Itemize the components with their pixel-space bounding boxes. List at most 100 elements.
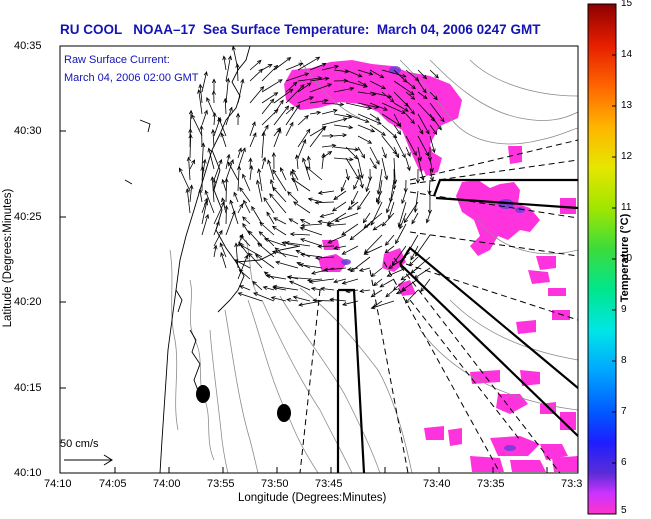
current-vector-head [211,78,217,84]
current-vector-head [432,130,438,136]
current-vector [191,114,203,137]
current-vector-head [273,108,279,114]
current-vector-head [317,244,322,249]
current-vector [391,245,407,266]
current-vector-head [323,98,329,103]
current-vector-head [288,88,294,93]
current-vector [237,79,244,104]
current-vector [350,223,371,241]
current-vector [395,223,407,244]
current-vector [360,289,371,292]
current-vector-head [185,188,190,193]
current-vector [264,238,287,247]
current-vector [370,201,383,226]
x-tick-label: 73:3 [561,478,583,490]
current-vector [318,221,335,225]
current-vector [275,247,287,258]
current-vector-head [310,286,316,291]
current-vector-head [206,96,211,102]
current-vector-head [289,106,295,111]
current-vector [305,166,323,181]
current-vector-head [384,175,389,181]
current-vector [225,205,227,225]
current-vector-head [189,184,194,190]
current-vector-head [379,74,385,79]
current-vector-head [265,274,271,279]
current-vector-head [375,116,381,121]
current-vector-head [320,286,325,291]
current-vector-head [259,221,265,227]
current-vector [273,127,281,137]
current-vector [405,135,417,156]
current-vector [309,278,335,283]
current-vector [299,264,323,269]
current-vector [333,146,359,151]
current-vector-head [431,148,436,154]
current-vector-head [354,147,360,152]
current-vector-head [249,165,254,170]
current-vector-head [198,188,203,194]
current-vector-head [406,166,411,172]
current-vector [420,278,431,292]
current-vector [382,212,395,227]
bathymetry-contours [169,59,578,473]
current-vector [321,102,344,105]
current-vector [267,160,275,181]
current-vector-head [422,74,428,80]
current-vector [222,179,227,192]
current-vector [414,190,419,213]
y-tick-label: 40:20 [14,296,42,308]
current-vector [417,157,424,181]
current-vector-head [321,126,327,131]
y-axis-label: Latitude (Degrees:Minutes) [2,188,14,328]
current-vector-head [298,302,303,307]
current-vector [381,124,397,139]
current-vector-head [288,218,294,223]
current-vector [393,113,402,127]
current-vector [298,300,323,306]
current-vector [393,157,396,184]
current-vector-head [203,109,208,115]
current-vector-head [316,110,322,115]
current-vector [309,99,328,104]
current-vector-head [300,223,306,228]
current-vector-head [403,107,409,112]
current-vector-head [315,56,321,61]
current-vector [249,158,251,170]
current-vector-head [403,218,408,224]
current-vector-head [299,226,305,231]
current-vector-head [215,220,220,226]
current-vector [285,242,311,247]
current-vector-head [329,133,335,139]
current-vector-head [239,244,245,249]
current-vector [381,135,397,155]
current-vector-head [270,296,276,301]
current-vector [285,82,297,93]
current-vector-head [385,208,390,214]
current-vector [225,56,231,82]
current-vector [405,113,415,124]
current-vector-head [333,279,338,284]
current-vector-head [342,117,348,122]
current-vector-head [386,272,392,277]
sst-patches [284,60,578,472]
current-vector [369,113,380,121]
current-vector-head [298,62,304,67]
current-vector-head [263,237,269,242]
current-vector-head [211,90,216,95]
current-vector [380,278,395,288]
current-vector-head [331,143,337,148]
current-vector [320,288,335,291]
current-vector [381,113,401,126]
current-vector [324,267,347,271]
current-vector-head [422,88,427,94]
current-vector-head [307,197,313,202]
current-vector-head [396,130,402,136]
current-vector [417,80,427,94]
current-vector-head [321,152,326,158]
current-vector-head [383,106,388,111]
current-vector-head [277,128,282,134]
current-vector [198,89,203,115]
current-vector-head [401,110,406,114]
current-vector-head [179,167,183,173]
